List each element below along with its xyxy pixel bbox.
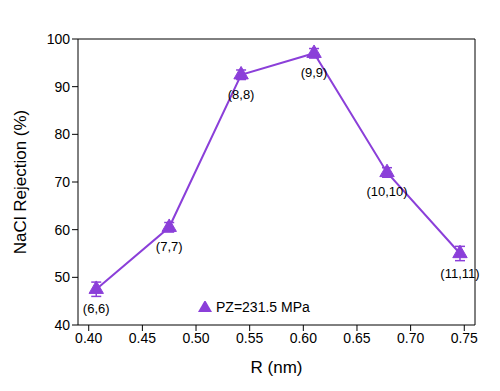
svg-text:60: 60 — [54, 222, 70, 238]
svg-text:0.65: 0.65 — [343, 330, 370, 346]
svg-text:0.70: 0.70 — [397, 330, 424, 346]
svg-text:(8,8): (8,8) — [228, 87, 255, 102]
svg-text:(9,9): (9,9) — [301, 65, 328, 80]
svg-text:0.45: 0.45 — [129, 330, 156, 346]
svg-text:0.40: 0.40 — [75, 330, 102, 346]
svg-text:70: 70 — [54, 174, 70, 190]
svg-text:50: 50 — [54, 269, 70, 285]
svg-text:(11,11): (11,11) — [440, 266, 479, 281]
svg-text:(6,6): (6,6) — [83, 301, 110, 316]
html-text:PZ=231.5 MPa: PZ=231.5 MPa — [216, 299, 310, 315]
svg-text:(7,7): (7,7) — [156, 239, 183, 254]
svg-text:0.75: 0.75 — [451, 330, 478, 346]
svg-text:90: 90 — [54, 79, 70, 95]
svg-text:80: 80 — [54, 126, 70, 142]
svg-text:R (nm): R (nm) — [251, 358, 303, 377]
svg-text:(10,10): (10,10) — [366, 184, 407, 199]
svg-text:0.60: 0.60 — [290, 330, 317, 346]
svg-text:100: 100 — [47, 31, 71, 47]
svg-text:0.55: 0.55 — [236, 330, 263, 346]
svg-text:NaCl Rejection (%): NaCl Rejection (%) — [11, 110, 30, 255]
svg-text:40: 40 — [54, 317, 70, 333]
svg-text:0.50: 0.50 — [182, 330, 209, 346]
